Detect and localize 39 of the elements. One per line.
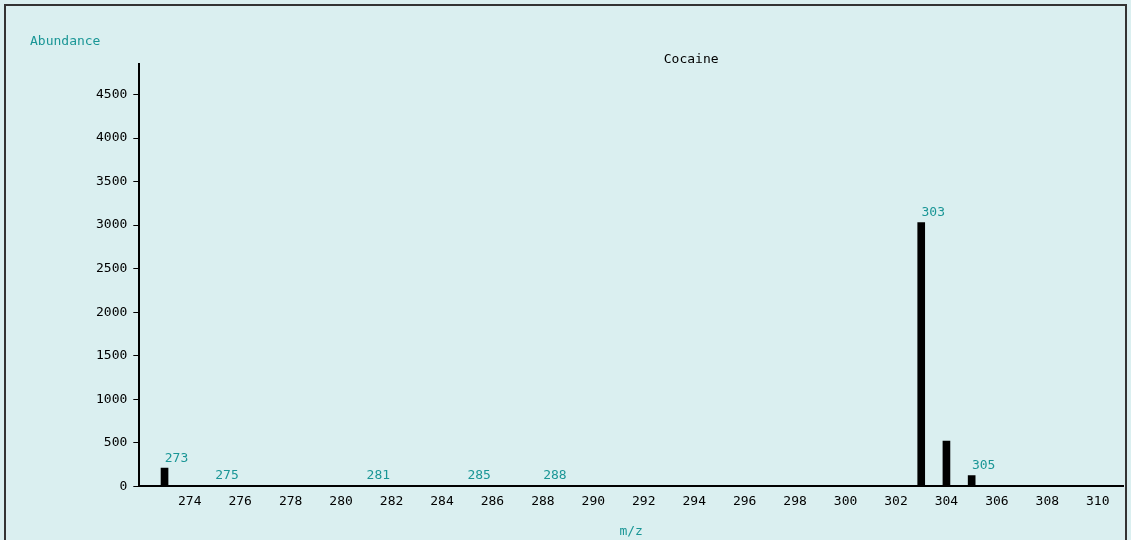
annotation: 275 (215, 467, 239, 483)
x-tick-label: 308 (1035, 492, 1060, 508)
y-axis-title: Abundance (30, 32, 101, 48)
x-tick-label: 306 (985, 492, 1009, 508)
annotation: 285 (467, 467, 491, 483)
x-axis-title: m/z (619, 522, 643, 538)
y-tick-label: 0 (119, 477, 128, 493)
annotation: 273 (164, 449, 189, 465)
x-tick-label: 298 (783, 492, 807, 508)
x-tick-label: 282 (379, 492, 404, 508)
annotation: 305 (971, 457, 996, 473)
x-tick-label: 288 (531, 492, 555, 508)
y-tick-label: 2500 (95, 260, 128, 276)
y-tick-label: 4500 (95, 85, 128, 101)
x-tick-label: 280 (329, 492, 353, 508)
x-tick-label: 278 (278, 492, 303, 508)
x-tick-label: 276 (228, 492, 252, 508)
x-tick-label: 294 (682, 492, 707, 508)
x-tick-label: 286 (480, 492, 505, 508)
annotation: 281 (366, 467, 391, 483)
y-tick-label: 500 (103, 434, 128, 450)
x-tick-label: 302 (884, 492, 908, 508)
x-tick-label: 284 (430, 492, 454, 508)
y-tick-label: 4000 (95, 129, 128, 145)
chart-title: Cocaine (663, 50, 719, 66)
x-tick-label: 274 (178, 492, 202, 508)
annotation: 303 (921, 204, 945, 220)
annotation: 288 (543, 467, 567, 483)
y-tick-label: 3500 (95, 172, 128, 188)
y-tick-label: 3000 (95, 216, 128, 232)
y-tick-label: 1500 (95, 347, 128, 363)
x-tick-label: 304 (934, 492, 959, 508)
x-tick-label: 290 (581, 492, 606, 508)
x-tick-label: 300 (833, 492, 858, 508)
x-tick-label: 292 (632, 492, 656, 508)
x-tick-label: 310 (1086, 492, 1110, 508)
y-tick-label: 1000 (95, 390, 128, 406)
x-tick-label: 296 (732, 492, 757, 508)
y-tick-label: 2000 (95, 303, 128, 319)
